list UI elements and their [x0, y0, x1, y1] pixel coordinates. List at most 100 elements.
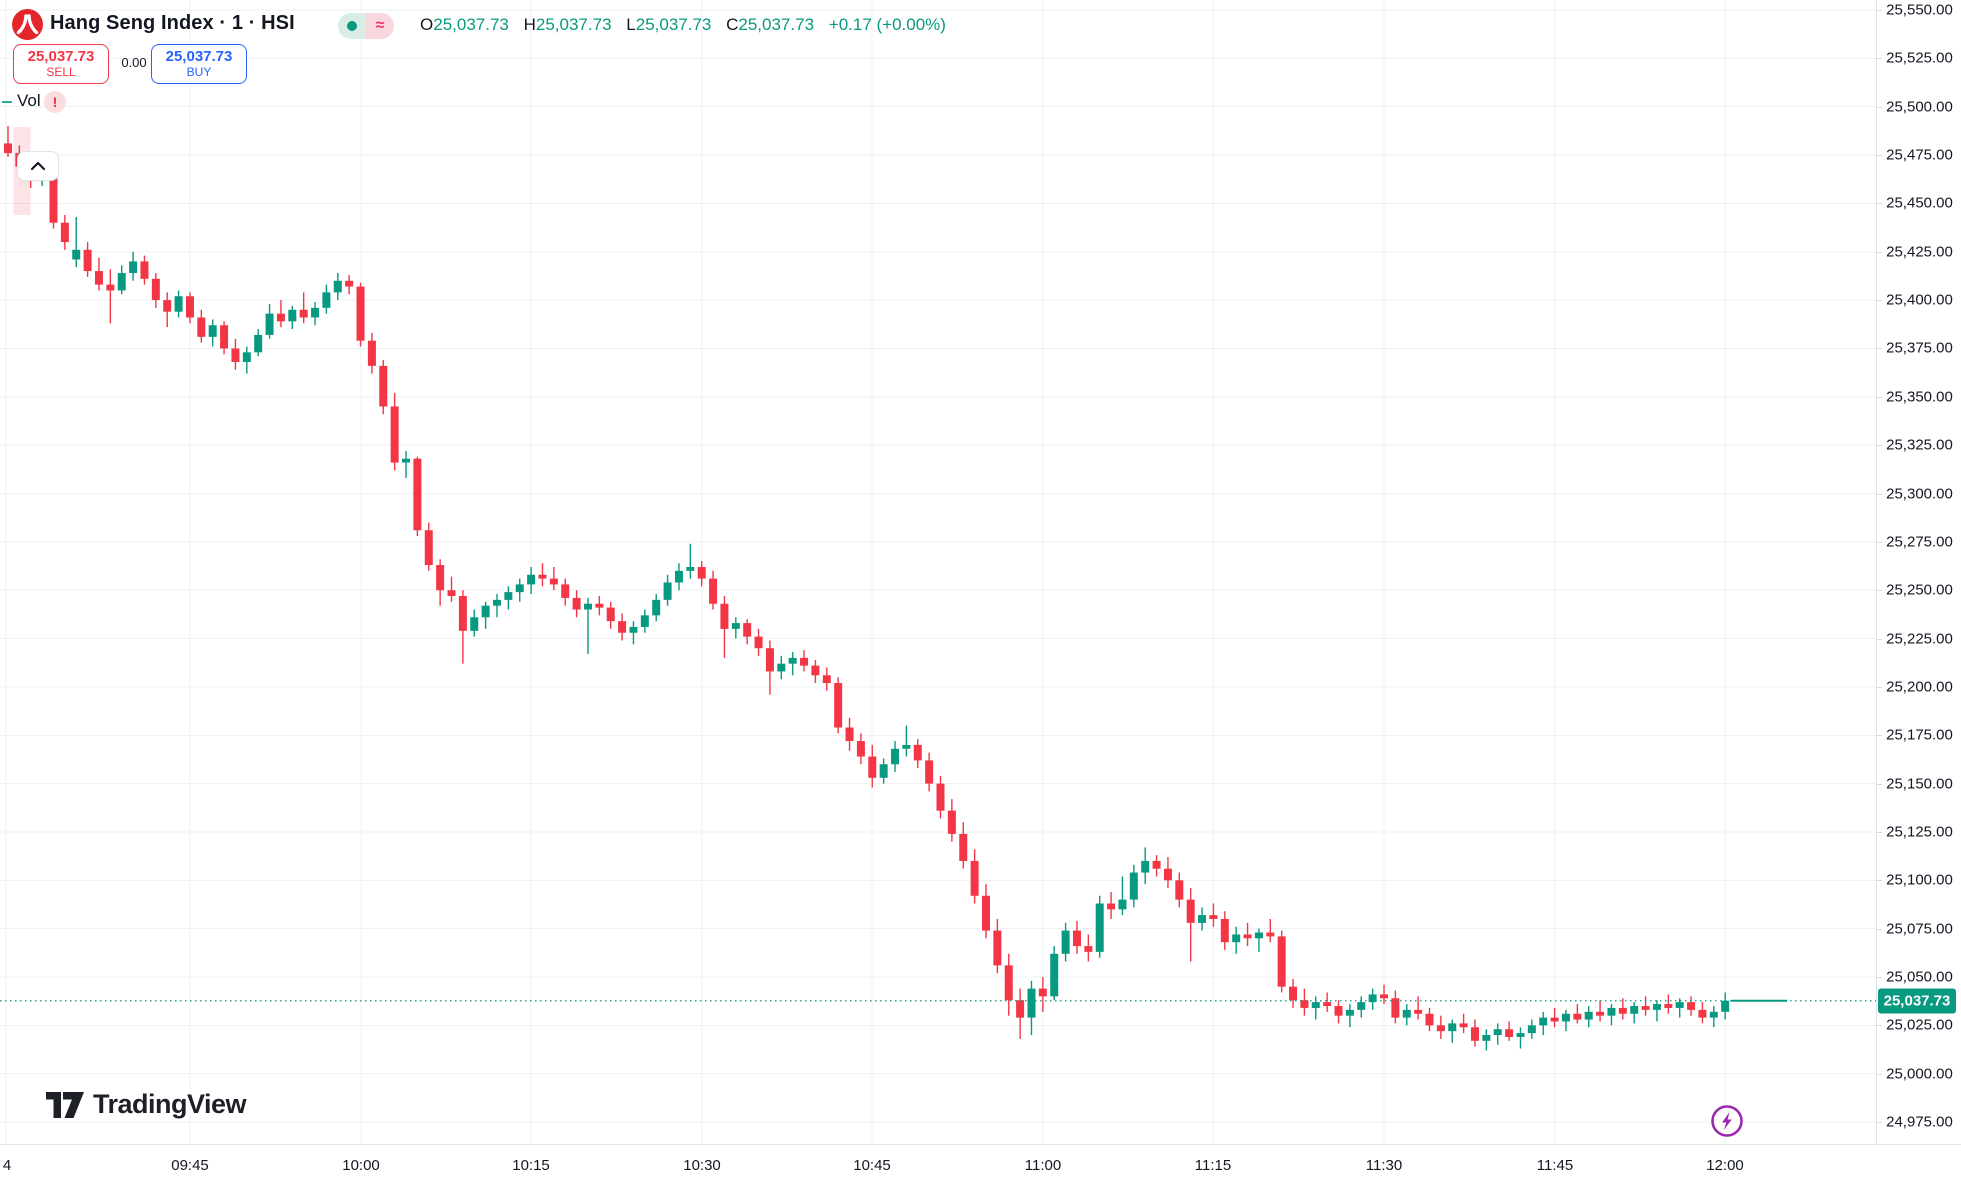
- candle-down: [379, 365, 388, 407]
- price-axis-tick: [1877, 251, 1882, 253]
- candle-up: [1721, 1000, 1730, 1012]
- price-axis[interactable]: 25,037.73 25,550.00 25,525.00 25,500.00 25,…: [1876, 0, 1961, 1144]
- price-axis-tick: [1877, 880, 1882, 882]
- price-axis-label: 25,525.00: [1886, 49, 1953, 67]
- sell-button[interactable]: 25,037.73 SELL: [13, 44, 109, 84]
- price-axis-tick: [1877, 686, 1882, 688]
- candle-down: [60, 222, 69, 243]
- candle-up: [333, 280, 342, 293]
- candle-down: [4, 143, 12, 154]
- candle-up: [1482, 1035, 1491, 1041]
- symbol-title[interactable]: Hang Seng Index · 1 · HSI: [50, 12, 295, 34]
- price-axis-tick: [1877, 10, 1882, 11]
- candle-down: [845, 727, 854, 742]
- market-status-pill[interactable]: ≈: [338, 13, 394, 39]
- buy-label: BUY: [186, 64, 212, 79]
- price-axis-tick: [1877, 977, 1882, 978]
- buy-button[interactable]: 25,037.73 BUY: [151, 44, 247, 84]
- candle-down: [811, 665, 820, 676]
- tradingview-wordmark: TradingView: [93, 1089, 247, 1119]
- tradingview-logo[interactable]: TradingView: [46, 1089, 247, 1120]
- candle-down: [743, 623, 752, 637]
- open-value: 25,037.73: [433, 15, 509, 34]
- lightning-bolt-icon[interactable]: [1709, 1103, 1745, 1139]
- candle-down: [1004, 965, 1013, 1001]
- price-axis-label: 25,425.00: [1886, 243, 1953, 261]
- candle-down: [1277, 936, 1286, 987]
- candle-up: [265, 313, 274, 335]
- price-axis-label: 24,975.00: [1886, 1113, 1953, 1131]
- candle-down: [1425, 1013, 1434, 1026]
- chevron-up-icon: [30, 161, 46, 171]
- candle-down: [1186, 899, 1195, 923]
- pane-collapse-button[interactable]: [17, 151, 59, 181]
- candle-down: [1175, 880, 1184, 900]
- candle-up: [1368, 994, 1377, 1003]
- candle-down: [970, 860, 979, 896]
- candle-down: [1470, 1027, 1479, 1041]
- candle-up: [504, 592, 513, 600]
- price-axis-label: 25,300.00: [1886, 485, 1953, 502]
- candle-down: [1243, 934, 1252, 939]
- time-axis-label: 11:45: [1536, 1157, 1574, 1174]
- price-axis-label: 25,150.00: [1886, 775, 1953, 793]
- price-axis-tick: [1877, 155, 1882, 157]
- candle-down: [299, 309, 308, 318]
- chart-plot-area[interactable]: [0, 0, 1876, 1144]
- candle-down: [94, 271, 103, 285]
- price-axis-tick: [1877, 590, 1882, 592]
- candle-down: [1016, 1000, 1025, 1018]
- time-axis-label: 10:45: [853, 1157, 891, 1174]
- price-axis-tick: [1877, 300, 1882, 302]
- price-axis-tick: [1877, 348, 1882, 350]
- candle-up: [1254, 932, 1263, 939]
- price-axis-tick: [1877, 493, 1882, 495]
- ohlc-readout: O25,037.73 H25,037.73 L25,037.73 C25,037…: [420, 15, 946, 35]
- candle-down: [947, 810, 956, 834]
- time-axis-label: 10:00: [342, 1157, 380, 1174]
- candle-down: [936, 783, 945, 811]
- candle-down: [1072, 930, 1081, 947]
- price-axis-tick: [1877, 445, 1882, 447]
- candle-up: [902, 744, 911, 749]
- candle-up: [1118, 899, 1127, 910]
- vol-warning-icon[interactable]: !: [44, 91, 66, 113]
- candle-down: [606, 607, 615, 622]
- candle-down: [424, 530, 433, 566]
- low-value: 25,037.73: [635, 15, 712, 34]
- price-axis-label: 25,050.00: [1886, 968, 1953, 986]
- candle-down: [106, 284, 115, 291]
- tradingview-logo-icon: [46, 1091, 84, 1118]
- candle-up: [663, 582, 672, 600]
- price-axis-tick: [1877, 203, 1882, 205]
- candle-down: [1698, 1009, 1707, 1018]
- candle-down: [390, 406, 399, 463]
- candle-down: [197, 317, 206, 337]
- candle-down: [822, 675, 831, 684]
- candle-down: [697, 566, 706, 579]
- price-axis-tick: [1877, 1122, 1882, 1124]
- candle-down: [856, 741, 865, 757]
- candle-up: [402, 458, 411, 463]
- price-axis-label: 25,500.00: [1886, 98, 1953, 116]
- candle-down: [345, 280, 354, 287]
- candle-down: [925, 760, 934, 784]
- spread-value: 0.00: [121, 55, 147, 70]
- candle-up: [1402, 1009, 1411, 1018]
- candle-up: [288, 309, 297, 322]
- price-axis-tick: [1877, 928, 1882, 930]
- candle-up: [1652, 1004, 1661, 1010]
- candle-up: [311, 307, 320, 318]
- vol-indicator-label[interactable]: Vol: [17, 91, 41, 110]
- hsi-logo-icon: [16, 14, 39, 35]
- time-axis-label: 09:45: [171, 1157, 209, 1174]
- candle-down: [1334, 1006, 1343, 1016]
- candle-up: [1027, 988, 1036, 1018]
- candle-up: [686, 566, 695, 571]
- candle-up: [652, 599, 661, 616]
- open-label: O: [420, 15, 434, 34]
- time-axis[interactable]: 4 09:45 10:00 10:15 10:30 10:45 11:00 11:15 11:3…: [0, 1144, 1961, 1184]
- price-axis-tick: [1877, 106, 1882, 108]
- price-axis-label: 25,125.00: [1886, 823, 1953, 841]
